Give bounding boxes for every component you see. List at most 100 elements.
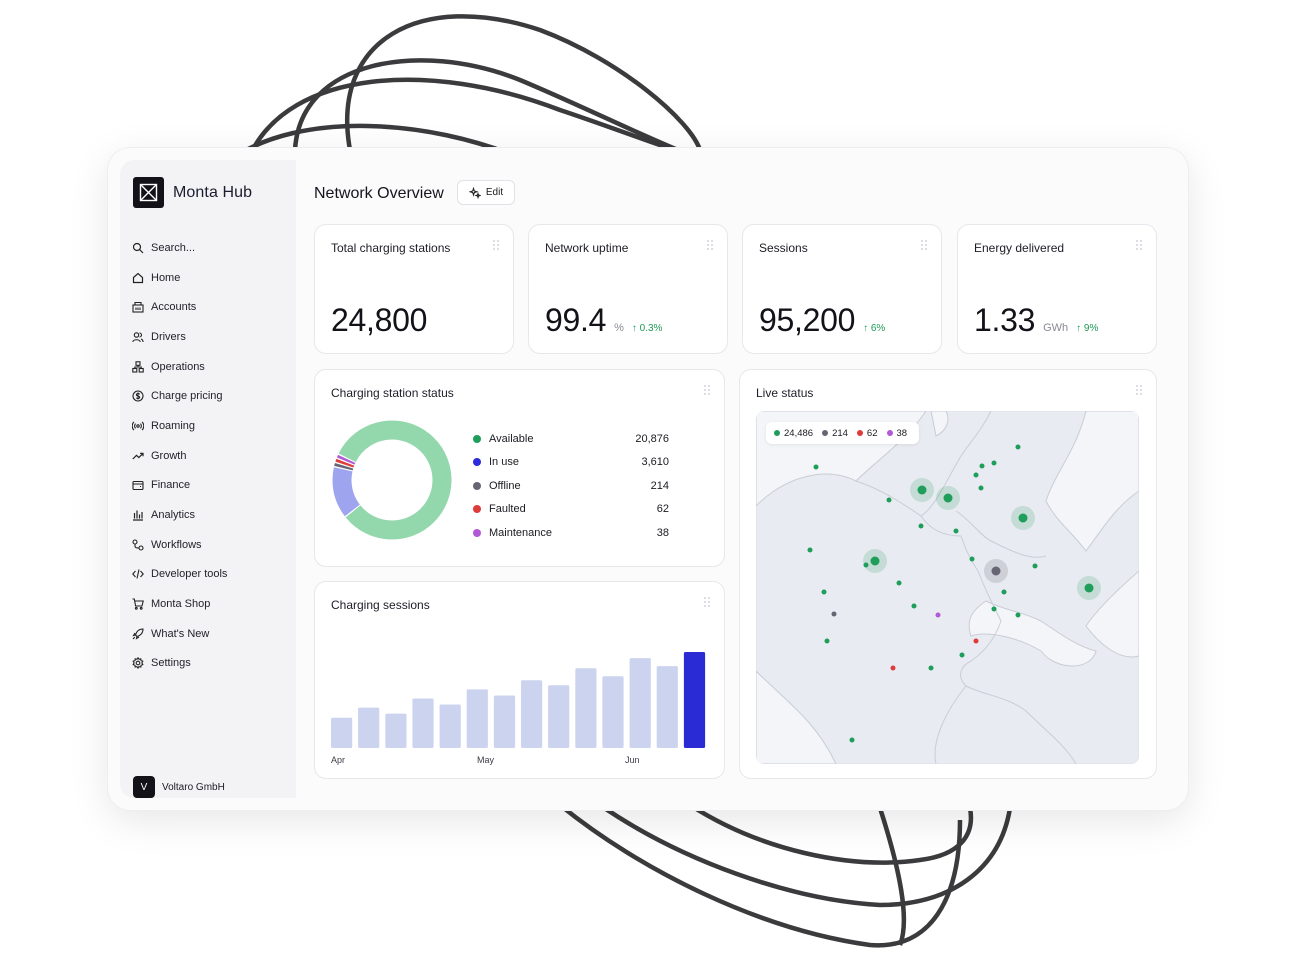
avatar: V: [133, 776, 155, 798]
status-dot: [822, 430, 829, 436]
station-marker[interactable]: [991, 606, 997, 612]
station-marker[interactable]: [807, 547, 813, 553]
sidebar-item-analytics[interactable]: Analytics: [132, 500, 292, 530]
sidebar-item-settings[interactable]: Settings: [132, 649, 292, 679]
count-faulted: 62: [866, 427, 878, 439]
donut-slice-available[interactable]: [332, 420, 452, 540]
bar[interactable]: [575, 668, 597, 748]
brand[interactable]: Monta Hub: [133, 177, 252, 208]
station-cluster[interactable]: [910, 478, 934, 502]
sidebar-item-label: Accounts: [151, 301, 197, 314]
drag-handle-icon[interactable]: [492, 239, 500, 251]
kpi-title: Total charging stations: [331, 241, 451, 255]
bar[interactable]: [548, 685, 570, 748]
station-marker[interactable]: [979, 463, 985, 469]
drag-handle-icon[interactable]: [1135, 384, 1143, 396]
legend-value: 38: [656, 526, 669, 539]
station-marker[interactable]: [896, 580, 902, 586]
station-marker[interactable]: [863, 562, 869, 568]
legend-label: Faulted: [489, 503, 526, 516]
station-marker[interactable]: [1015, 444, 1021, 450]
sidebar-item-monta-shop[interactable]: Monta Shop: [132, 589, 292, 619]
bar[interactable]: [358, 707, 380, 748]
legend-label: Available: [489, 432, 534, 445]
sidebar-item-charge-pricing[interactable]: Charge pricing: [132, 381, 292, 411]
bar[interactable]: [439, 704, 461, 749]
station-marker[interactable]: [1001, 589, 1007, 595]
station-marker[interactable]: [1015, 612, 1021, 618]
station-cluster[interactable]: [936, 486, 960, 510]
status-dot: [856, 430, 863, 436]
sidebar-search[interactable]: Search...: [132, 233, 292, 263]
legend-dot: [473, 528, 481, 537]
station-marker[interactable]: [824, 638, 830, 644]
workflows-icon: [132, 539, 144, 551]
drag-handle-icon[interactable]: [920, 239, 928, 251]
sidebar-item-developer-tools[interactable]: Developer tools: [132, 560, 292, 590]
sidebar-item-label: Drivers: [151, 330, 186, 343]
org-switcher[interactable]: V Voltaro GmbH: [133, 776, 225, 798]
kpi-card-network-uptime[interactable]: Network uptime 99.4 % ↑ 0.3%: [528, 224, 728, 354]
station-marker[interactable]: [886, 497, 892, 503]
station-marker[interactable]: [849, 737, 855, 743]
sidebar-item-accounts[interactable]: Accounts: [132, 292, 292, 322]
bar[interactable]: [385, 713, 407, 748]
kpi-title: Network uptime: [545, 241, 629, 255]
drag-handle-icon[interactable]: [703, 596, 711, 608]
kpi-card-total-stations[interactable]: Total charging stations 24,800: [314, 224, 514, 354]
sidebar-item-workflows[interactable]: Workflows: [132, 530, 292, 560]
station-marker[interactable]: [813, 464, 819, 470]
sidebar-item-roaming[interactable]: Roaming: [132, 411, 292, 441]
sparkle-icon: [468, 186, 481, 199]
bar[interactable]: [521, 680, 543, 748]
station-marker-offline[interactable]: [831, 611, 837, 617]
station-marker[interactable]: [973, 472, 979, 478]
station-cluster[interactable]: [1077, 576, 1101, 600]
station-marker[interactable]: [991, 460, 997, 466]
bar[interactable]: [602, 676, 624, 748]
bar[interactable]: [466, 689, 488, 748]
drag-handle-icon[interactable]: [703, 384, 711, 396]
drag-handle-icon[interactable]: [1135, 239, 1143, 251]
sidebar-item-growth[interactable]: Growth: [132, 441, 292, 471]
drag-handle-icon[interactable]: [706, 239, 714, 251]
app-window: Monta Hub Search... Home Accounts Driver…: [108, 148, 1188, 810]
sidebar-item-label: Monta Shop: [151, 598, 211, 611]
station-status-card: Charging station status Available 20,876…: [314, 369, 725, 567]
bar-current[interactable]: [683, 652, 706, 748]
sidebar-item-drivers[interactable]: Drivers: [132, 322, 292, 352]
bar[interactable]: [656, 666, 678, 748]
station-cluster[interactable]: [1011, 506, 1035, 530]
sidebar-item-home[interactable]: Home: [132, 263, 292, 293]
station-marker[interactable]: [959, 652, 965, 658]
bar[interactable]: [331, 717, 353, 748]
sidebar-item-whats-new[interactable]: What's New: [132, 619, 292, 649]
sidebar-item-label: Search...: [151, 241, 196, 254]
kpi-card-sessions[interactable]: Sessions 95,200 ↑ 6%: [742, 224, 942, 354]
donut-slice-in-use[interactable]: [332, 420, 452, 540]
bar[interactable]: [629, 658, 651, 748]
station-marker[interactable]: [1032, 563, 1038, 569]
station-map[interactable]: 24,486 214 62 38: [756, 411, 1139, 764]
station-marker[interactable]: [821, 589, 827, 595]
station-cluster[interactable]: [863, 549, 887, 573]
edit-label: Edit: [485, 187, 504, 198]
station-marker[interactable]: [978, 485, 984, 491]
bar[interactable]: [493, 695, 516, 749]
station-marker[interactable]: [918, 523, 924, 529]
edit-button[interactable]: Edit: [457, 180, 515, 205]
legend-label: In use: [489, 456, 519, 469]
bar[interactable]: [412, 698, 434, 749]
station-marker[interactable]: [953, 528, 959, 534]
station-marker[interactable]: [911, 603, 917, 609]
station-marker-faulted[interactable]: [973, 638, 979, 644]
sidebar-item-operations[interactable]: Operations: [132, 352, 292, 382]
station-marker[interactable]: [928, 665, 934, 671]
station-marker[interactable]: [969, 556, 975, 562]
station-marker-faulted[interactable]: [890, 665, 896, 671]
sidebar-item-finance[interactable]: Finance: [132, 471, 292, 501]
kpi-card-energy-delivered[interactable]: Energy delivered 1.33 GWh ↑ 9%: [957, 224, 1157, 354]
station-marker-maintenance[interactable]: [935, 612, 941, 618]
count-offline: 214: [832, 427, 848, 439]
station-cluster-offline[interactable]: [984, 559, 1008, 583]
